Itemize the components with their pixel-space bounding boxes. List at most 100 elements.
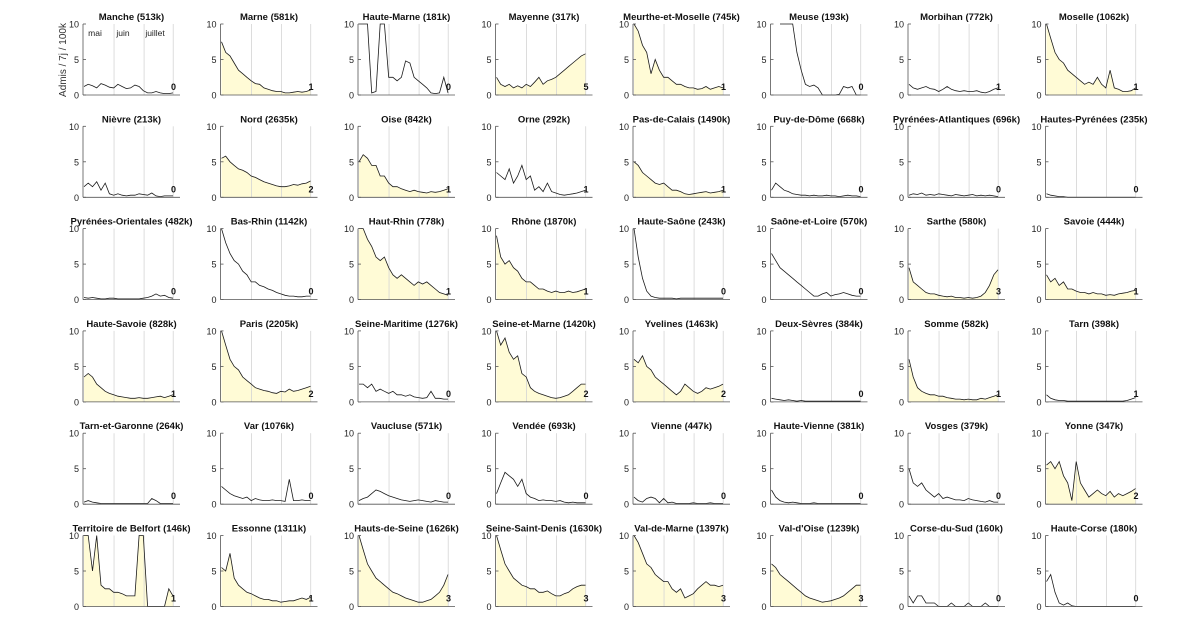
last-value-label: 0 xyxy=(996,184,1001,194)
panel: Saône-et-Loire (570k) 0 5 10 0 xyxy=(756,217,868,305)
panel-title: Pyrénées-Atlantiques (696k) xyxy=(893,114,1020,125)
panel: Val-de-Marne (1397k) 0 5 10 3 xyxy=(619,524,730,612)
last-value-label: 0 xyxy=(721,287,726,297)
y-tick-label: 10 xyxy=(619,224,629,234)
y-tick-label: 0 xyxy=(899,193,904,203)
panel: Tarn-et-Garonne (264k) 0 5 10 0 xyxy=(69,421,183,510)
panel: Yvelines (1463k) 0 5 10 2 xyxy=(619,319,730,407)
panel: Oise (842k) 0 5 10 1 xyxy=(344,114,455,203)
series-line xyxy=(1046,573,1136,607)
y-tick-label: 10 xyxy=(344,326,354,336)
last-value-label: 0 xyxy=(858,491,863,501)
panel-title: Corse-du-Sud (160k) xyxy=(910,524,1003,535)
last-value-label: 3 xyxy=(858,594,863,604)
last-value-label: 1 xyxy=(446,287,451,297)
series-line xyxy=(633,228,723,300)
panel-title: Pyrénées-Orientales (482k) xyxy=(71,217,193,228)
y-tick-label: 5 xyxy=(761,55,766,65)
last-value-label: 0 xyxy=(996,594,1001,604)
y-tick-label: 5 xyxy=(1036,362,1041,372)
series-line xyxy=(83,498,173,504)
series-line xyxy=(83,83,174,94)
y-tick-label: 5 xyxy=(899,464,904,474)
y-tick-label: 5 xyxy=(899,157,904,167)
series-shading xyxy=(1046,24,1136,95)
series-line xyxy=(633,161,724,195)
y-tick-label: 0 xyxy=(761,602,766,612)
last-value-label: 1 xyxy=(996,389,1001,399)
y-tick-label: 0 xyxy=(74,193,79,203)
y-tick-label: 5 xyxy=(624,567,629,577)
panel: Nord (2635k) 0 5 10 2 xyxy=(206,114,318,203)
last-value-label: 1 xyxy=(308,594,313,604)
y-tick-label: 5 xyxy=(899,567,904,577)
y-tick-label: 0 xyxy=(899,397,904,407)
y-tick-label: 0 xyxy=(624,397,629,407)
y-tick-label: 0 xyxy=(761,295,766,305)
y-tick-label: 10 xyxy=(206,326,216,336)
y-tick-label: 5 xyxy=(761,567,766,577)
y-tick-label: 10 xyxy=(894,429,904,439)
y-tick-label: 0 xyxy=(486,397,491,407)
y-tick-label: 0 xyxy=(624,500,629,510)
last-value-label: 2 xyxy=(721,389,726,399)
y-tick-label: 10 xyxy=(69,531,79,541)
y-tick-label: 10 xyxy=(619,122,629,132)
last-value-label: 0 xyxy=(171,184,176,194)
panel-title: Hautes-Pyrénées (235k) xyxy=(1040,114,1147,125)
series-shading xyxy=(359,154,448,198)
panel: Manche (513k) 0 5 10 0 mai juin juillet xyxy=(69,12,180,101)
last-value-label: 0 xyxy=(858,287,863,297)
y-tick-label: 10 xyxy=(481,20,491,30)
panel-title: Nord (2635k) xyxy=(240,114,298,125)
panel: Yonne (347k) 0 5 10 2 xyxy=(1031,421,1143,510)
series-shading xyxy=(634,535,723,607)
y-tick-label: 10 xyxy=(206,429,216,439)
last-value-label: 3 xyxy=(721,594,726,604)
last-value-label: 2 xyxy=(308,389,313,399)
y-tick-label: 0 xyxy=(211,91,216,101)
panel: Vaucluse (571k) 0 5 10 0 xyxy=(344,421,455,510)
last-value-label: 0 xyxy=(308,287,313,297)
y-tick-label: 0 xyxy=(899,295,904,305)
panel: Haute-Saône (243k) 0 5 10 0 xyxy=(619,217,730,305)
series-line xyxy=(771,563,861,603)
panel-title: Vendée (693k) xyxy=(512,421,575,432)
panel-title: Territoire de Belfort (146k) xyxy=(72,524,190,535)
y-tick-label: 5 xyxy=(624,55,629,65)
y-tick-label: 5 xyxy=(761,157,766,167)
panel: Puy-de-Dôme (668k) 0 5 10 0 xyxy=(756,114,868,203)
y-tick-label: 10 xyxy=(69,122,79,132)
series-shading xyxy=(1046,274,1136,300)
y-tick-label: 10 xyxy=(344,531,354,541)
series-line xyxy=(1046,193,1136,198)
panel-title: Savoie (444k) xyxy=(1064,217,1125,228)
last-value-label: 1 xyxy=(1133,82,1138,92)
last-value-label: 2 xyxy=(308,184,313,194)
y-tick-label: 0 xyxy=(486,193,491,203)
y-tick-label: 10 xyxy=(1031,326,1041,336)
month-label: mai xyxy=(88,28,102,38)
y-tick-label: 5 xyxy=(1036,567,1041,577)
y-tick-label: 5 xyxy=(211,567,216,577)
y-tick-label: 0 xyxy=(349,193,354,203)
series-line xyxy=(221,228,311,298)
y-tick-label: 10 xyxy=(1031,429,1041,439)
last-value-label: 0 xyxy=(858,389,863,399)
y-tick-label: 10 xyxy=(1031,531,1041,541)
y-tick-label: 0 xyxy=(624,295,629,305)
series-line xyxy=(221,553,311,603)
panel-title: Somme (582k) xyxy=(924,319,988,330)
y-tick-label: 0 xyxy=(1036,397,1041,407)
last-value-label: 1 xyxy=(171,389,176,399)
y-tick-label: 10 xyxy=(206,20,216,30)
y-tick-label: 10 xyxy=(619,326,629,336)
panel: Sarthe (580k) 0 5 10 3 xyxy=(894,217,1005,305)
y-tick-label: 5 xyxy=(349,157,354,167)
panel: Savoie (444k) 0 5 10 1 xyxy=(1031,217,1143,305)
last-value-label: 0 xyxy=(1133,184,1138,194)
y-tick-label: 0 xyxy=(211,602,216,612)
y-tick-label: 5 xyxy=(74,362,79,372)
panel-title: Vienne (447k) xyxy=(651,421,712,432)
